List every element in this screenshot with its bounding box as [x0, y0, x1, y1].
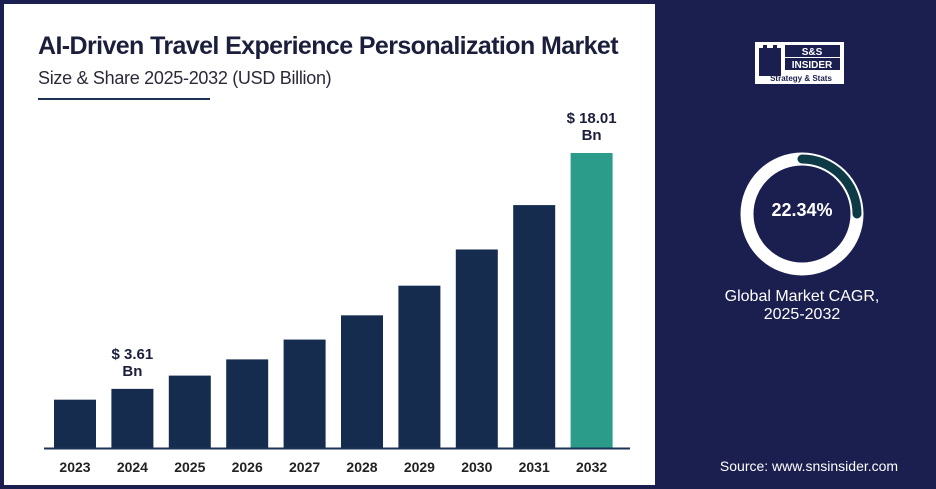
- title-underline: [38, 98, 210, 100]
- x-tick-label: 2024: [117, 459, 148, 475]
- bar-2030: [455, 249, 498, 448]
- logo-top-text: S&S: [802, 47, 823, 58]
- cagr-value: 22.34%: [771, 200, 833, 220]
- x-tick-label: 2028: [346, 459, 377, 475]
- bar-chart: 2023 2024 2025 2026 2027 2028 2029 2030 2031 2032…: [44, 110, 630, 475]
- bar-2028: [341, 315, 383, 448]
- bar-2029: [398, 285, 441, 448]
- cagr-ring: [740, 152, 864, 276]
- bar-2027: [283, 339, 326, 448]
- data-label-2032: $ 18.01 Bn: [567, 110, 617, 144]
- cagr-label-line1: Global Market CAGR,: [724, 288, 880, 305]
- chart-title: AI-Driven Travel Experience Personalizat…: [38, 32, 619, 60]
- bar-2024: [111, 388, 154, 448]
- x-tick-label: 2030: [461, 459, 492, 475]
- bar-2025: [168, 375, 211, 448]
- chart-panel: AI-Driven Travel Experience Personalizat…: [4, 4, 655, 485]
- bar-2023: [54, 399, 96, 448]
- x-tick-label: 2026: [232, 459, 263, 475]
- chess-rook-icon-merlon: [763, 45, 767, 50]
- chess-rook-icon: [759, 48, 781, 76]
- chart-subtitle: Size & Share 2025-2032 (USD Billion): [38, 68, 332, 88]
- side-panel: S&S INSIDER Strategy & Stats 22.34% Glob…: [655, 0, 936, 489]
- cagr-label: Global Market CAGR, 2025-2032: [685, 288, 919, 324]
- x-tick-label: 2023: [59, 459, 90, 475]
- x-tick-label: 2032: [576, 459, 607, 475]
- cagr-ring-arc: [797, 154, 862, 219]
- x-tick-label: 2031: [519, 459, 550, 475]
- logo-middle-text: INSIDER: [792, 60, 833, 71]
- logo-bottom-text: Strategy & Stats: [770, 74, 832, 83]
- logo-top-band: [785, 45, 840, 57]
- x-tick-label: 2027: [289, 459, 320, 475]
- data-label-2024: $ 3.61 Bn: [112, 346, 154, 380]
- x-tick-label: 2025: [174, 459, 205, 475]
- source-text: Source: www.snsinsider.com: [719, 458, 899, 474]
- chess-rook-icon-merlon: [773, 45, 777, 50]
- bar-2026: [226, 359, 269, 448]
- logo-middle-band: [785, 58, 840, 70]
- x-tick-label: 2029: [404, 459, 435, 475]
- bar-2031: [513, 205, 556, 448]
- bar-2032: [570, 153, 613, 448]
- brand-logo: S&S INSIDER Strategy & Stats: [755, 42, 844, 84]
- cagr-label-line2: 2025-2032: [763, 306, 841, 323]
